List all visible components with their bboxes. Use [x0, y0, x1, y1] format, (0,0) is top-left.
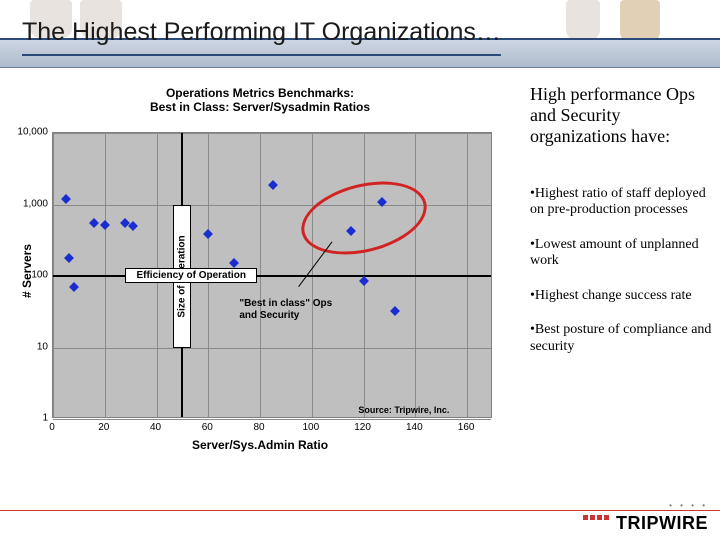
data-point: [268, 180, 278, 190]
x-tick-label: 100: [302, 422, 319, 433]
scatter-chart: Operations Metrics Benchmarks: Best in C…: [6, 86, 514, 456]
x-tick-label: 20: [98, 422, 109, 433]
bullet-item: •Highest change success rate: [530, 288, 718, 305]
x-tick-label: 140: [406, 422, 423, 433]
bullet-item: •Best posture of compliance and security: [530, 322, 718, 355]
callout-line1: "Best in class" Ops: [239, 298, 332, 310]
bullet-text: Best posture of compliance and security: [530, 322, 711, 354]
footer-bar: TRIPWIRE: [0, 510, 720, 540]
data-point: [128, 221, 138, 231]
data-point: [229, 258, 239, 268]
data-point: [100, 220, 110, 230]
best-in-class-callout: "Best in class" Opsand Security: [239, 298, 332, 322]
data-point: [359, 276, 369, 286]
data-point: [89, 218, 99, 228]
x-tick-label: 160: [458, 422, 475, 433]
x-tick-label: 60: [202, 422, 213, 433]
data-point: [203, 229, 213, 239]
gridline-h: [53, 133, 491, 134]
logo-text: TRIPWIRE: [616, 513, 708, 533]
efficiency-of-operation-box: Efficiency of Operation: [125, 268, 256, 283]
x-tick-label: 80: [253, 422, 264, 433]
data-point: [61, 194, 71, 204]
header-photo-decor: [620, 0, 660, 42]
tripwire-logo: TRIPWIRE: [582, 513, 708, 534]
chart-title-line1: Operations Metrics Benchmarks:: [6, 86, 514, 100]
header-photo-decor: [566, 0, 600, 40]
bullet-text: Highest change success rate: [535, 288, 692, 303]
data-point: [64, 253, 74, 263]
best-in-class-ellipse: [293, 169, 434, 266]
y-tick-label: 100: [6, 270, 48, 281]
gridline-h: [53, 419, 491, 420]
callout-line2: and Security: [239, 310, 332, 322]
pager-dots: • • • •: [669, 501, 708, 510]
x-tick-label: 0: [49, 422, 55, 433]
y-tick-label: 1,000: [6, 198, 48, 209]
x-tick-label: 120: [354, 422, 371, 433]
y-tick-label: 1: [6, 413, 48, 424]
x-tick-label: 40: [150, 422, 161, 433]
bullet-text: Highest ratio of staff deployed on pre-p…: [530, 186, 706, 218]
bullet-item: •Highest ratio of staff deployed on pre-…: [530, 186, 718, 219]
lead-text: High performance Ops and Security organi…: [530, 84, 718, 148]
y-tick-label: 10: [6, 341, 48, 352]
right-column: High performance Ops and Security organi…: [530, 84, 718, 373]
data-point: [69, 282, 79, 292]
source-credit: Source: Tripwire, Inc.: [358, 405, 449, 415]
quadrant-hline: [53, 275, 491, 277]
plot-area: Size of OperationEfficiency of Operation…: [52, 132, 492, 418]
bullet-text: Lowest amount of unplanned work: [530, 237, 699, 269]
gridline-h: [53, 348, 491, 349]
x-axis-label: Server/Sys.Admin Ratio: [6, 438, 514, 452]
chart-title-line2: Best in Class: Server/Sysadmin Ratios: [6, 100, 514, 114]
slide-title: The Highest Performing IT Organizations…: [22, 18, 501, 47]
bullet-item: •Lowest amount of unplanned work: [530, 237, 718, 270]
y-tick-label: 10,000: [6, 127, 48, 138]
data-point: [390, 306, 400, 316]
